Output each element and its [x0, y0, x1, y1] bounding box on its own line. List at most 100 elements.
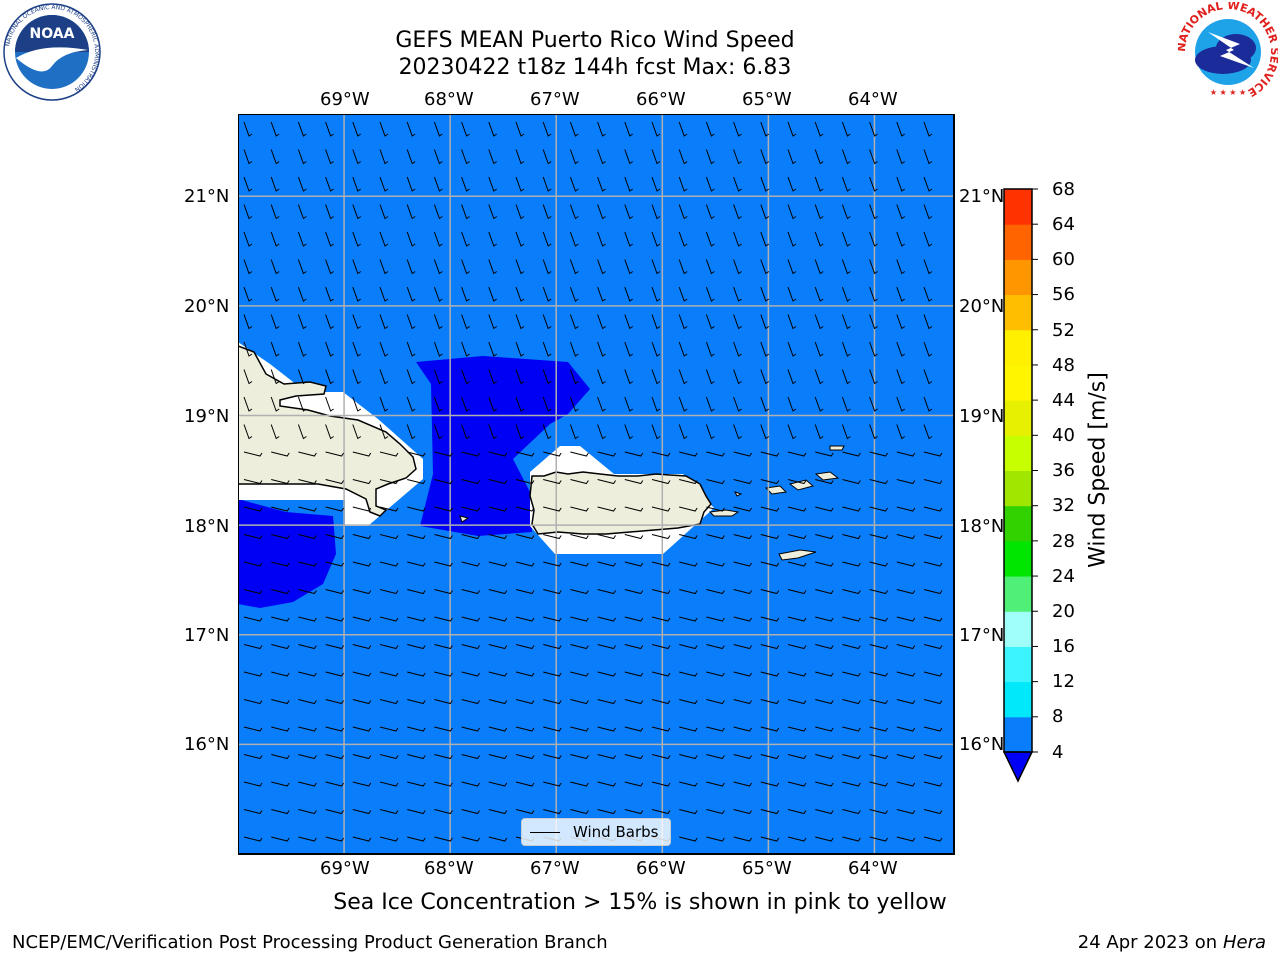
wind-barb	[297, 259, 307, 275]
wind-barb	[787, 259, 797, 275]
wind-barb	[869, 286, 878, 302]
wind-barb	[352, 534, 372, 540]
wind-barb	[679, 781, 698, 787]
wind-barb	[624, 561, 644, 567]
wind-barb	[706, 726, 725, 732]
wind-barb	[787, 836, 807, 842]
wind-barb	[379, 396, 389, 412]
wind-speed-map	[238, 114, 955, 855]
wind-barb	[434, 836, 453, 842]
wind-barb	[787, 149, 797, 165]
wind-barb	[543, 671, 562, 677]
wind-barb	[434, 726, 453, 732]
wind-barb	[325, 121, 334, 137]
wind-barb	[815, 589, 834, 595]
wind-barb	[896, 754, 916, 760]
wind-barb	[624, 534, 644, 540]
wind-barb	[434, 699, 453, 705]
wind-barb	[461, 699, 481, 705]
wind-barb	[570, 644, 589, 650]
wind-barb	[842, 699, 861, 705]
wind-barb	[406, 424, 416, 440]
wind-barb	[243, 259, 253, 275]
wind-barb	[597, 671, 617, 677]
colorbar-tick: 64	[1052, 214, 1075, 235]
wind-barb	[542, 259, 552, 275]
wind-barb	[923, 671, 943, 677]
wind-barb	[597, 534, 617, 540]
wind-barb	[624, 671, 644, 677]
lon-tick-bottom: 68°W	[424, 858, 474, 879]
wind-barb	[243, 369, 253, 385]
wind-barb	[570, 534, 589, 540]
wind-barb	[815, 451, 834, 457]
wind-barb	[379, 534, 399, 540]
wind-barb	[243, 561, 263, 567]
wind-barb	[352, 809, 372, 815]
wind-barb	[678, 314, 688, 330]
wind-barb	[569, 149, 579, 165]
sea-ice-note: Sea Ice Concentration > 15% is shown in …	[333, 890, 947, 915]
wind-barb	[325, 836, 345, 842]
colorbar-under-triangle	[1002, 751, 1034, 783]
wind-barb	[597, 754, 617, 760]
wind-barb	[271, 726, 290, 732]
wind-barb	[651, 671, 671, 677]
wind-barb	[787, 341, 797, 357]
wind-barb	[270, 341, 280, 357]
wind-barb	[543, 781, 562, 787]
wind-barb	[407, 644, 426, 650]
wind-barb	[651, 534, 671, 540]
wind-barb	[815, 479, 834, 485]
colorbar-segment	[1004, 400, 1032, 436]
wind-barb	[733, 451, 753, 457]
wind-barb	[597, 341, 606, 357]
lon-tick-bottom: 67°W	[530, 858, 580, 879]
wind-barb	[325, 754, 345, 760]
wind-barb	[787, 589, 807, 595]
wind-barb	[814, 121, 824, 137]
wind-barb	[461, 754, 481, 760]
wind-barb	[570, 451, 589, 457]
wind-barb	[379, 176, 389, 192]
colorbar-tick: 12	[1052, 671, 1075, 692]
wind-barb	[679, 479, 698, 485]
wind-barb	[869, 149, 878, 165]
wind-barb	[352, 396, 362, 412]
low-wind-region	[238, 499, 336, 608]
wind-barb	[733, 176, 742, 192]
chart-title: GEFS MEAN Puerto Rico Wind Speed	[395, 28, 795, 53]
wind-barb	[760, 589, 780, 595]
wind-barb	[679, 699, 698, 705]
wind-barb	[624, 121, 634, 137]
wind-barb	[651, 259, 661, 275]
wind-barb	[352, 451, 372, 457]
wind-barb	[624, 231, 634, 247]
wind-barb	[461, 561, 481, 567]
wind-barb	[461, 506, 481, 512]
wind-barb	[569, 259, 579, 275]
wind-barb	[298, 534, 317, 540]
wind-barb	[297, 396, 307, 412]
wind-barb	[543, 754, 562, 760]
wind-barb	[543, 644, 562, 650]
wind-barb	[407, 754, 426, 760]
wind-barb	[896, 176, 906, 192]
wind-barb	[869, 451, 889, 457]
wind-barb	[243, 506, 263, 512]
wind-barb	[597, 424, 606, 440]
wind-barb	[243, 644, 263, 650]
wind-barb	[243, 341, 253, 357]
wind-barb	[624, 259, 634, 275]
wind-barb	[733, 121, 742, 137]
wind-barb	[896, 149, 906, 165]
wind-barb	[434, 561, 453, 567]
colorbar-tick: 16	[1052, 636, 1075, 657]
wind-barb	[243, 699, 263, 705]
wind-barb	[841, 231, 851, 247]
wind-barb	[271, 561, 290, 567]
wind-barb	[597, 589, 617, 595]
wind-barb	[270, 204, 280, 220]
wind-barb	[706, 781, 725, 787]
wind-barb	[651, 341, 661, 357]
